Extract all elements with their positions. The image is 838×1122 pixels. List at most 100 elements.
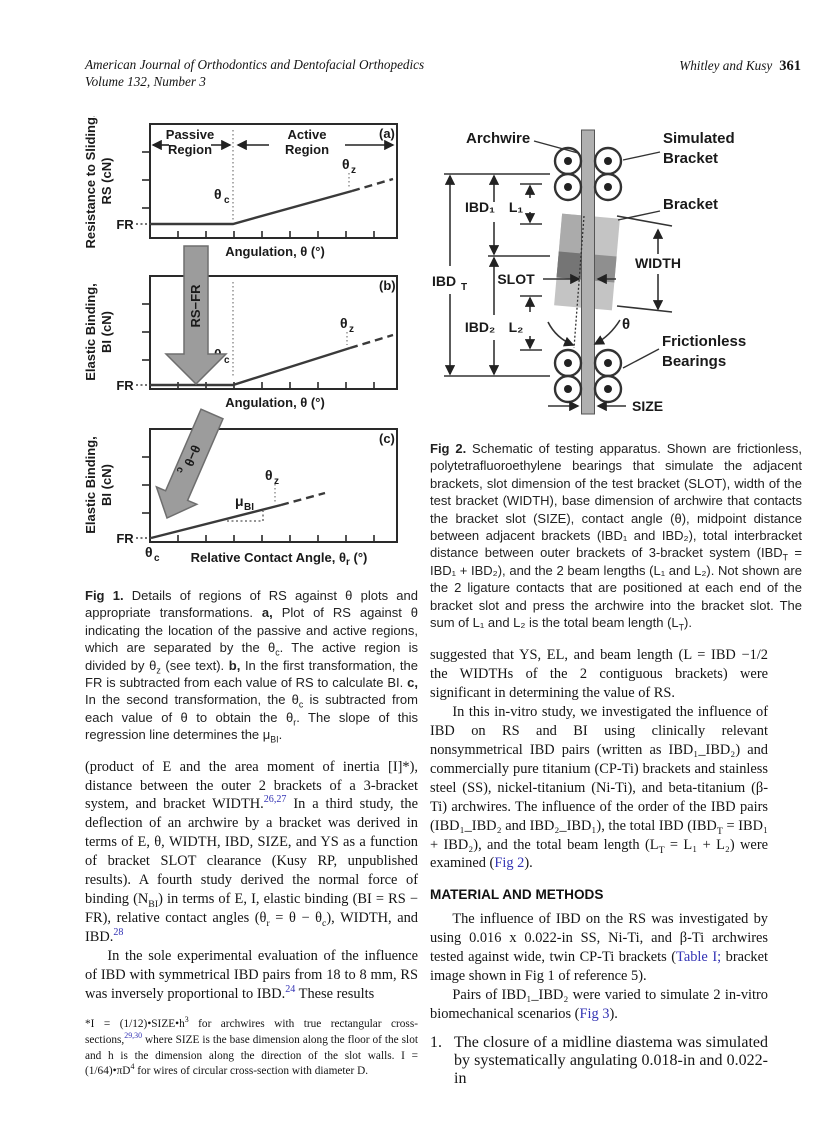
fig1-caption: Fig 1. Details of regions of RS against … bbox=[85, 587, 418, 744]
fig1-panel-c: Elastic Binding, BI (cN) FR θ z μ BI θ−θ… bbox=[83, 408, 398, 568]
body-text: ) in terms of E, I, elastic binding (BI … bbox=[85, 891, 418, 926]
body-paragraph: The influence of IBD on the RS was inves… bbox=[430, 910, 768, 986]
body-paragraph: suggested that YS, EL, and beam length (… bbox=[430, 646, 768, 703]
fig1a-ylabel-line1: Resistance to Sliding, bbox=[85, 116, 98, 249]
fig1b-theta-z: θ bbox=[340, 315, 348, 331]
transform-arrow-down bbox=[164, 245, 228, 386]
ibd2-label: IBD₂ bbox=[465, 319, 495, 335]
axis-ticks bbox=[142, 151, 375, 238]
passive-region-label1: Passive bbox=[166, 127, 214, 142]
fig1c-ylabel-line2: BI (cN) bbox=[99, 464, 114, 506]
archwire-label: Archwire bbox=[466, 130, 530, 147]
reference-link[interactable]: 28 bbox=[113, 927, 124, 939]
width-label: WIDTH bbox=[635, 255, 681, 271]
theta-label: θ bbox=[622, 316, 630, 333]
bracket-label: Bracket bbox=[663, 196, 718, 213]
fig1b-tag: (b) bbox=[379, 278, 396, 293]
caption-sub: c bbox=[298, 700, 304, 711]
caption-text: Details of regions of RS against θ plots… bbox=[85, 588, 418, 621]
figure-link[interactable]: Fig 2 bbox=[494, 855, 525, 872]
fig1c-theta-z-sub: z bbox=[274, 476, 279, 487]
caption-text: = IBD₁ + IBD₂), and the 2 beam lengths (… bbox=[430, 545, 802, 631]
fig1-panel-a: Resistance to Sliding, RS (cN) FR θ c θ … bbox=[83, 113, 398, 259]
body-text: ). bbox=[609, 1005, 618, 1022]
axis-ticks bbox=[142, 456, 375, 542]
caption-sub: c bbox=[275, 647, 280, 658]
body-text: = IBD₁ + IBD₂), and the total beam lengt… bbox=[430, 817, 768, 853]
simulated-bracket-label1: Simulated bbox=[663, 130, 735, 147]
body-text: In the sole experimental evaluation of t… bbox=[85, 947, 418, 1002]
fig1c-theta-z: θ bbox=[265, 467, 273, 483]
body-sub: T bbox=[716, 825, 723, 837]
caption-text: In the first transformation, the FR is s… bbox=[85, 657, 418, 691]
body-text: = θ − θ bbox=[269, 909, 323, 926]
right-column-text: suggested that YS, EL, and beam length (… bbox=[430, 646, 768, 1087]
fig2-caption: Fig 2. Schematic of testing apparatus. S… bbox=[430, 440, 802, 632]
caption-bold: c, bbox=[407, 675, 418, 691]
footnote-text: for wires of circular cross-section with… bbox=[134, 1065, 369, 1078]
figure-link[interactable]: Fig 3 bbox=[579, 1005, 610, 1022]
caption-text: is subtracted from each value of θ to ob… bbox=[85, 692, 418, 725]
footnote-sup: 3 bbox=[184, 1015, 189, 1025]
body-text: ), WIDTH, and IBD. bbox=[85, 909, 418, 945]
fig1c-theta-c-sub: c bbox=[154, 553, 160, 564]
bi-curve bbox=[151, 346, 351, 387]
slope-indicator bbox=[227, 511, 264, 522]
slot-label: SLOT bbox=[497, 271, 535, 287]
body-sub: c bbox=[322, 917, 327, 929]
fig1b-ylabel-line2: BI (cN) bbox=[99, 311, 114, 353]
fig1c-tag: (c) bbox=[379, 431, 395, 446]
figure-1: Resistance to Sliding, RS (cN) FR θ c θ … bbox=[83, 113, 398, 568]
journal-volume: Volume 132, Number 3 bbox=[85, 73, 206, 89]
frictionless-bearings-label2: Bearings bbox=[662, 353, 726, 370]
reference-link[interactable]: 24 bbox=[285, 983, 296, 995]
list-text: The closure of a midline diastema was si… bbox=[454, 1033, 768, 1087]
caption-text: ). bbox=[684, 615, 692, 631]
rs-minus-fr-label: RS−FR bbox=[188, 284, 203, 328]
fig1c-xlabel: Relative Contact Angle, θr (°) bbox=[191, 550, 368, 568]
body-text: (product of E and the area moment of ine… bbox=[85, 758, 418, 813]
leader-lines bbox=[533, 140, 661, 369]
ibd1-label: IBD₁ bbox=[465, 199, 495, 215]
reference-link[interactable]: 26,27 bbox=[263, 794, 287, 806]
regression-line bbox=[150, 503, 282, 540]
body-text: Pairs of IBD₁_IBD₂ were varied to simula… bbox=[430, 986, 768, 1022]
fig1b-fr-label: FR bbox=[116, 378, 134, 393]
journal-title: American Journal of Orthodontics and Den… bbox=[85, 57, 425, 72]
fig1a-xlabel: Angulation, θ (°) bbox=[225, 244, 325, 259]
fig1b-theta-c-sub: c bbox=[224, 355, 230, 366]
fig2-caption-label: Fig 2. bbox=[430, 441, 467, 456]
body-text: ). bbox=[524, 855, 533, 872]
running-head-right: Whitley and Kusy 361 bbox=[679, 57, 801, 76]
caption-text: (see text). bbox=[160, 657, 229, 673]
footnote-text: where SIZE is the base dimension along t… bbox=[85, 1034, 418, 1078]
mu-bi-label: μ bbox=[235, 493, 244, 509]
fig1b-theta-z-sub: z bbox=[349, 324, 354, 335]
fig1a-theta-z-sub: z bbox=[351, 165, 356, 176]
body-paragraph: (product of E and the area moment of ine… bbox=[85, 758, 418, 947]
ibdt-label: IBD bbox=[432, 273, 456, 289]
fig1-caption-label: Fig 1. bbox=[85, 588, 124, 603]
fig1a-tag: (a) bbox=[379, 126, 395, 141]
body-text: bracket image shown in Fig 1 of referenc… bbox=[430, 949, 768, 985]
caption-text: Plot of RS against θ indicating the loca… bbox=[85, 605, 419, 656]
reference-link[interactable]: 29,30 bbox=[124, 1031, 143, 1041]
svg-text:c: c bbox=[173, 465, 185, 475]
archwire-rod bbox=[581, 129, 595, 415]
footnote: *I = (1/12)•SIZE•h3 for archwires with t… bbox=[85, 1015, 418, 1079]
l2-label: L₂ bbox=[509, 319, 524, 335]
active-region-label2: Region bbox=[285, 142, 329, 157]
fig1c-theta-c: θ bbox=[145, 544, 153, 560]
fig1a-theta-c: θ bbox=[214, 186, 222, 202]
table-link[interactable]: Table I; bbox=[676, 949, 722, 966]
fig1c-ylabel-line1: Elastic Binding, bbox=[85, 436, 98, 534]
figure-2: Archwire Simulated Bracket Bracket IBD₁ … bbox=[432, 129, 746, 415]
body-sub: r bbox=[266, 917, 270, 929]
l1-label: L₁ bbox=[509, 199, 524, 215]
footnote-sup: 4 bbox=[130, 1062, 135, 1072]
body-sub: T bbox=[658, 844, 665, 856]
simulated-bracket-label2: Bracket bbox=[663, 150, 718, 167]
active-region-label1: Active bbox=[287, 127, 326, 142]
body-text: suggested that YS, EL, and beam length (… bbox=[430, 647, 768, 702]
